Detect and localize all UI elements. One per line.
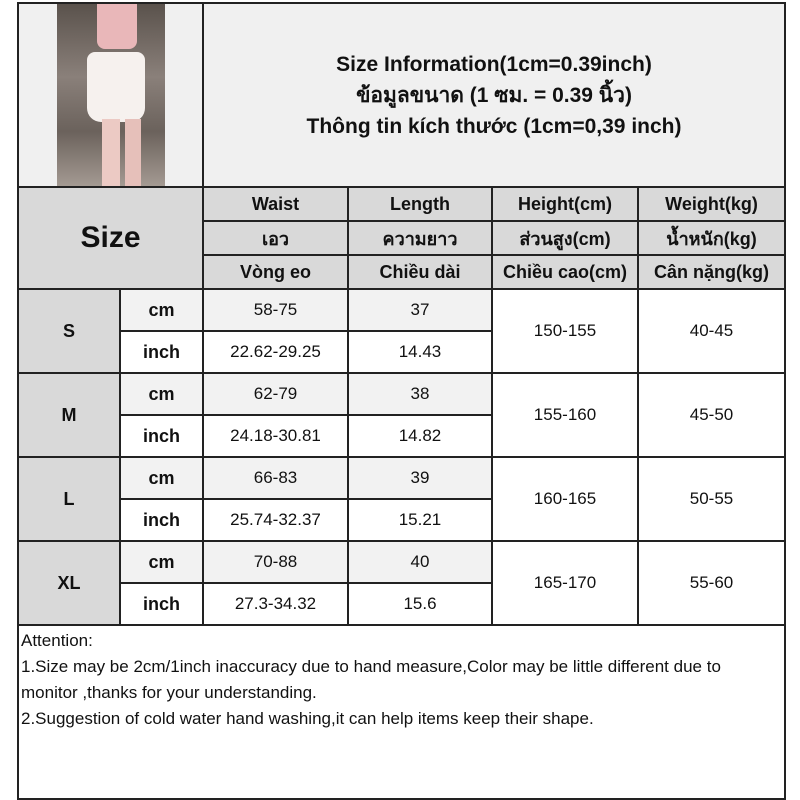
length-inch: 15.6	[347, 582, 493, 626]
length-cm: 38	[347, 372, 493, 416]
size-header: Size	[17, 186, 204, 290]
unit-inch: inch	[119, 582, 204, 626]
height-range: 155-160	[491, 372, 639, 458]
attention-line-2: 2.Suggestion of cold water hand washing,…	[21, 709, 594, 728]
col-height-vi: Chiều cao(cm)	[491, 254, 639, 290]
size-label: S	[17, 288, 121, 374]
col-weight-en: Weight(kg)	[636, 186, 787, 222]
col-waist-th: เอว	[202, 220, 349, 256]
weight-range: 40-45	[636, 288, 787, 374]
length-cm: 39	[347, 456, 493, 500]
title-en: Size Information(1cm=0.39inch)	[336, 52, 652, 76]
waist-cm: 58-75	[202, 288, 349, 332]
product-photo	[56, 4, 165, 186]
table-row: inch 27.3-34.32 15.6	[18, 582, 785, 626]
table-row: inch 24.18-30.81 14.82	[18, 414, 785, 458]
unit-cm: cm	[119, 372, 204, 416]
waist-cm: 70-88	[202, 540, 349, 584]
title-th: ข้อมูลขนาด (1 ซม. = 0.39 นิ้ว)	[356, 83, 632, 107]
col-height-en: Height(cm)	[491, 186, 639, 222]
col-length-en: Length	[347, 186, 493, 222]
table-row: inch 22.62-29.25 14.43	[18, 330, 785, 374]
size-label: L	[17, 456, 121, 542]
length-inch: 14.43	[347, 330, 493, 374]
weight-range: 55-60	[636, 540, 787, 626]
table-row: XL cm 70-88 40 165-170 55-60	[17, 540, 787, 626]
unit-cm: cm	[119, 288, 204, 332]
table-row: L cm 66-83 39 160-165 50-55	[17, 456, 787, 542]
height-range: 165-170	[491, 540, 639, 626]
weight-range: 50-55	[636, 456, 787, 542]
height-range: 150-155	[491, 288, 639, 374]
waist-inch: 24.18-30.81	[202, 414, 349, 458]
col-waist-vi: Vòng eo	[202, 254, 349, 290]
unit-inch: inch	[119, 330, 204, 374]
unit-inch: inch	[119, 498, 204, 542]
product-photo-cell	[17, 2, 204, 188]
size-info-header: Size Information(1cm=0.39inch) ข้อมูลขนา…	[201, 2, 787, 188]
waist-cm: 66-83	[202, 456, 349, 500]
weight-range: 45-50	[636, 372, 787, 458]
table-row: M cm 62-79 38 155-160 45-50	[17, 372, 787, 458]
size-chart-table: Size Information(1cm=0.39inch) ข้อมูลขนา…	[16, 2, 787, 800]
attention-notes: Attention: 1.Size may be 2cm/1inch inacc…	[16, 624, 787, 800]
col-length-vi: Chiều dài	[347, 254, 493, 290]
size-label: XL	[17, 540, 121, 626]
table-row: S cm 58-75 37 150-155 40-45	[17, 288, 787, 374]
col-waist-en: Waist	[202, 186, 349, 222]
waist-cm: 62-79	[202, 372, 349, 416]
unit-cm: cm	[119, 540, 204, 584]
length-cm: 37	[347, 288, 493, 332]
col-weight-th: น้ำหนัก(kg)	[636, 220, 787, 256]
col-length-th: ความยาว	[347, 220, 493, 256]
length-cm: 40	[347, 540, 493, 584]
waist-inch: 27.3-34.32	[202, 582, 349, 626]
height-range: 160-165	[491, 456, 639, 542]
col-height-th: ส่วนสูง(cm)	[491, 220, 639, 256]
col-weight-vi: Cân nặng(kg)	[636, 254, 787, 290]
unit-cm: cm	[119, 456, 204, 500]
length-inch: 15.21	[347, 498, 493, 542]
length-inch: 14.82	[347, 414, 493, 458]
title-vi: Thông tin kích thước (1cm=0,39 inch)	[306, 114, 682, 138]
waist-inch: 25.74-32.37	[202, 498, 349, 542]
attention-title: Attention:	[21, 631, 93, 650]
waist-inch: 22.62-29.25	[202, 330, 349, 374]
unit-inch: inch	[119, 414, 204, 458]
size-label: M	[17, 372, 121, 458]
table-row: inch 25.74-32.37 15.21	[18, 498, 785, 542]
attention-line-1: 1.Size may be 2cm/1inch inaccuracy due t…	[21, 657, 721, 702]
